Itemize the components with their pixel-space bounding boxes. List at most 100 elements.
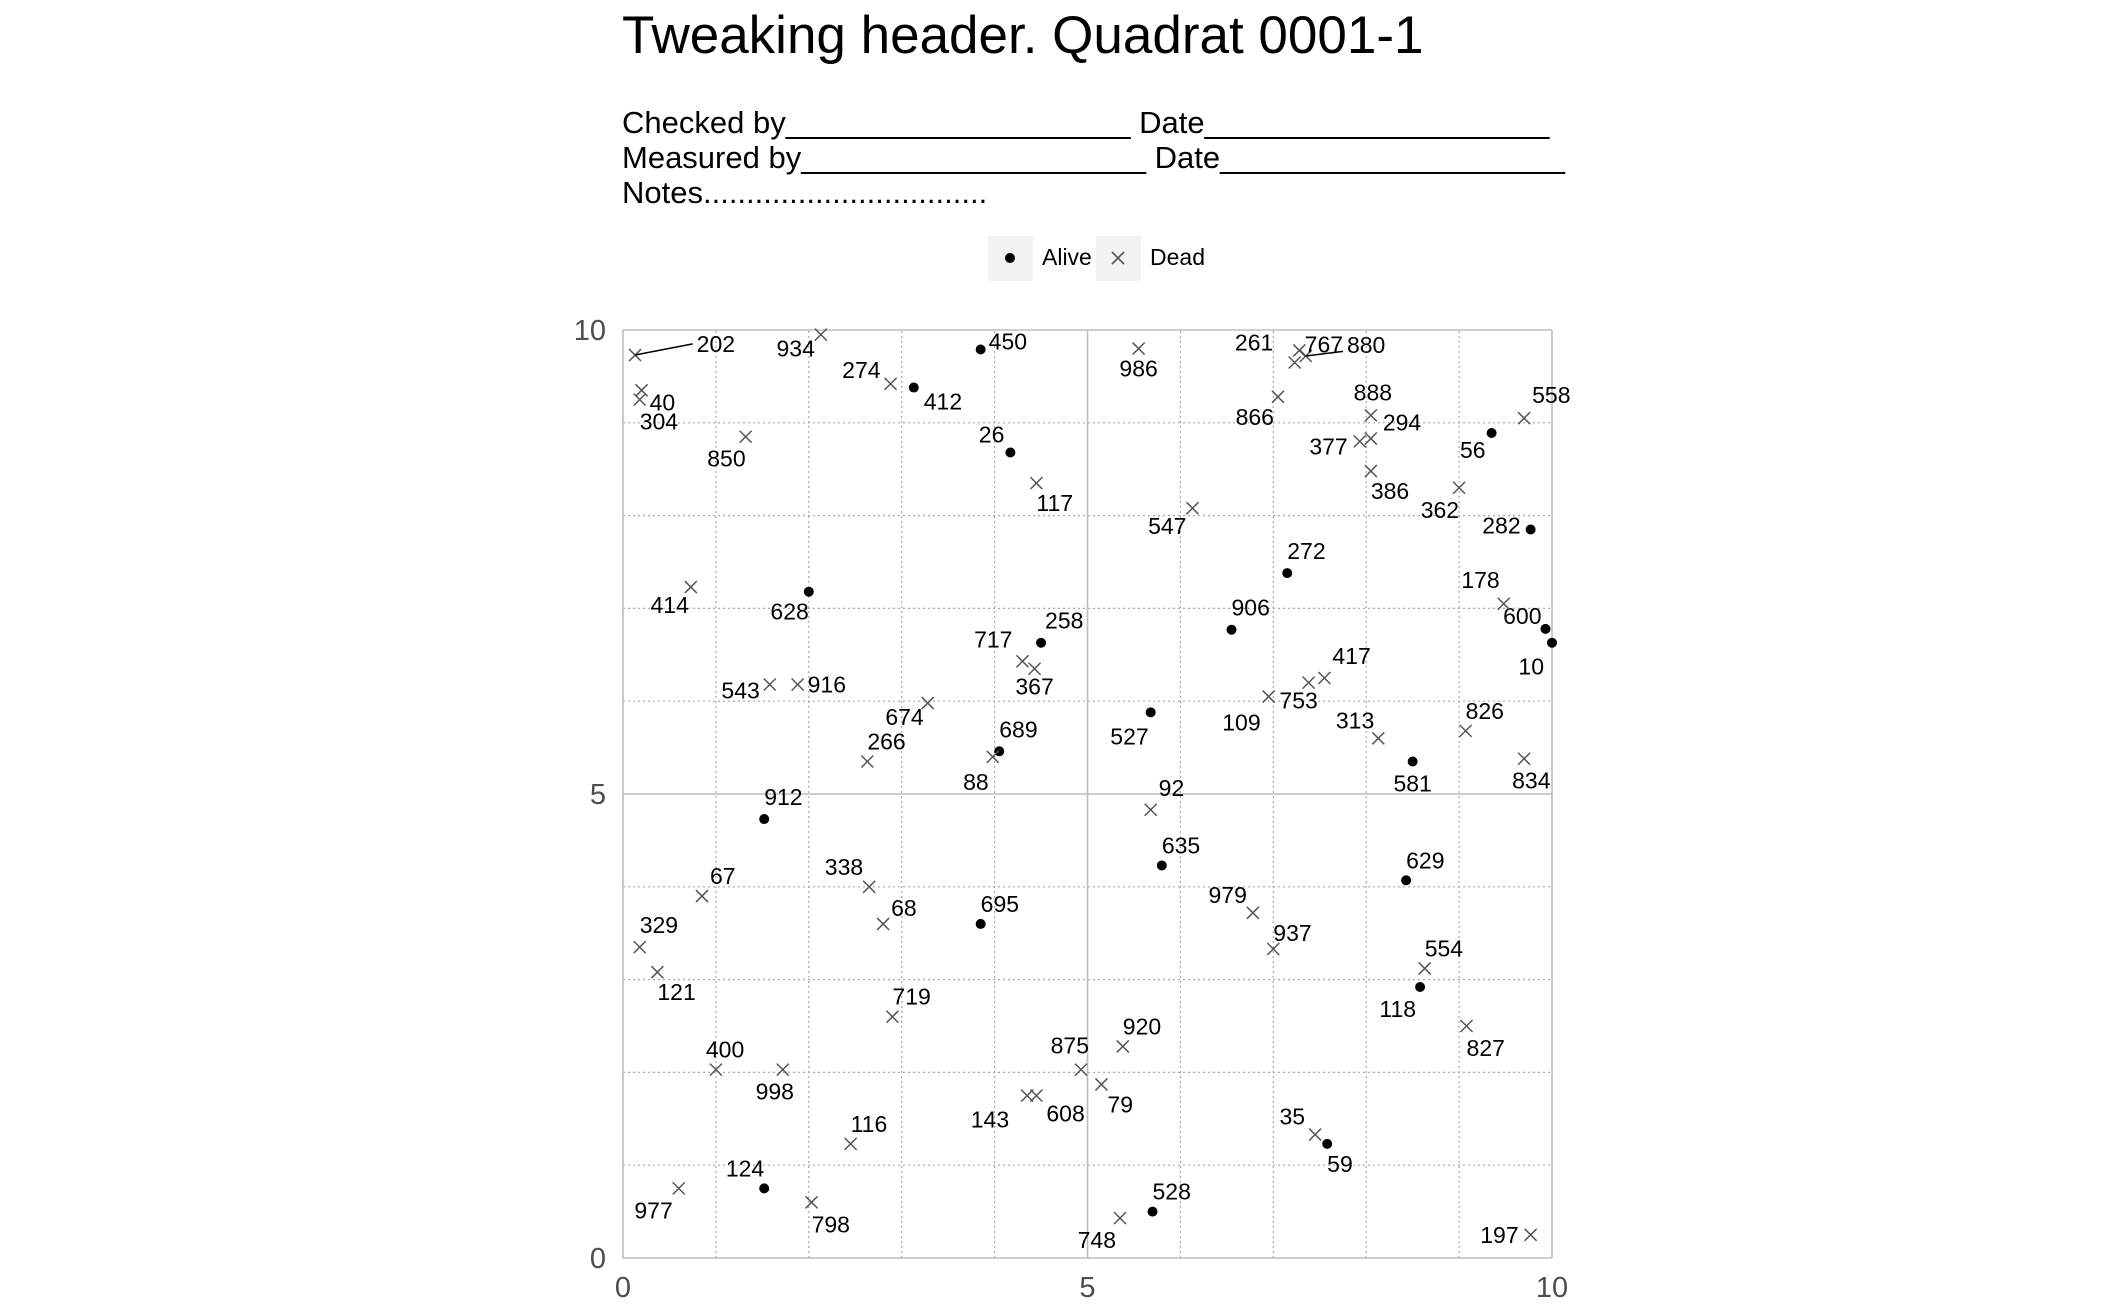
x-tick-label: 5 [1079,1272,1095,1304]
tree-tag-label: 79 [1107,1091,1133,1117]
tree-tag-label: 68 [891,895,917,921]
dead-tree-point [1246,906,1260,920]
tree-tag-label: 629 [1406,847,1444,873]
tree-tag-label: 10 [1518,654,1544,680]
dead-tree-point [862,880,876,894]
tree-tag-label: 56 [1460,437,1486,463]
alive-tree-point [975,344,986,355]
tree-tag-label: 628 [770,599,808,625]
x-tick-label: 10 [1536,1272,1568,1304]
dead-tree-point [1185,501,1200,515]
tree-tag-label: 866 [1236,404,1274,430]
tree-tag-label: 880 [1347,332,1385,358]
alive-tree-point [759,1183,770,1194]
tree-tag-label: 386 [1371,478,1409,504]
alive-tree-point [908,382,919,393]
dead-tree-point [884,377,898,391]
legend-key-dead [1096,236,1141,281]
tree-tag-label: 304 [640,409,679,435]
tree-tag-label: 258 [1045,608,1083,634]
tree-tag-label: 109 [1222,710,1260,736]
dead-tree-point [1497,597,1511,611]
tree-tag-label: 674 [885,704,924,730]
dead-tree-point [921,696,935,710]
dead-tree-point [860,754,874,769]
dead-tree-point [885,1010,899,1024]
tree-tag-label: 412 [924,389,962,415]
tree-tag-label: 767 [1305,331,1343,357]
alive-tree-point [1547,637,1557,648]
dead-tree-point [1364,464,1378,478]
tree-tag-label: 979 [1208,882,1246,908]
tree-tag-label: 608 [1046,1101,1084,1127]
alive-tree-point [1407,756,1418,767]
tree-tag-label: 67 [710,863,736,889]
dead-tree-point [1271,390,1285,404]
dead-tree-point [684,580,698,594]
dead-tree-point [1317,671,1331,685]
tree-tag-label: 400 [706,1037,744,1063]
tree-tag-label: 834 [1512,768,1551,794]
tree-tag-label: 338 [825,854,863,880]
tree-tag-label: 367 [1015,674,1053,700]
tree-tag-label: 26 [979,421,1005,447]
alive-tree-point [1145,707,1156,718]
dead-tree-point [709,1063,723,1077]
dead-tree-point [791,677,805,692]
tree-tag-label: 121 [657,979,695,1005]
dead-tree-point [1524,1228,1538,1242]
alive-tree-point [803,586,814,597]
tree-tag-label: 916 [808,671,846,697]
tree-tag-label: 906 [1231,595,1269,621]
alive-tree-point [1486,428,1497,439]
dead-tree-point [1266,942,1280,956]
tree-tag-label: 600 [1503,603,1541,629]
tree-tag-label: 117 [1036,490,1073,516]
dead-tree-point [814,328,828,342]
alive-tree-point [1415,982,1426,993]
alive-tree-point [975,918,986,929]
tree-tag-label: 986 [1119,356,1157,382]
dead-tree-point [1459,1019,1474,1033]
tree-tag-label: 528 [1153,1179,1191,1205]
tree-tag-label: 417 [1332,643,1370,669]
dead-tree-point [650,965,664,979]
dead-tree-point [672,1181,686,1195]
dead-tree-point [633,393,647,407]
tree-tag-label: 920 [1123,1013,1161,1039]
tree-tag-label: 826 [1466,698,1504,724]
dead-tree-point [1015,654,1030,668]
checked-by-line: Checked by____________________ Date_____… [622,105,1550,140]
tree-tag-label: 92 [1159,775,1185,801]
tree-tag-label: 88 [963,769,989,795]
legend-label-alive: Alive [1042,244,1092,270]
dead-tree-point [1308,1128,1322,1142]
dead-cross-icon [1111,251,1125,265]
alive-tree-point [1525,524,1536,535]
dead-tree-point [1074,1063,1088,1077]
dead-tree-point [633,940,647,954]
tree-tag-label: 143 [971,1107,1009,1133]
tree-tag-label: 689 [999,716,1037,742]
dead-tree-point [876,917,890,931]
tree-tag-label: 124 [726,1155,765,1181]
dead-tree-point [986,750,1000,764]
alive-tree-point [1282,568,1293,579]
tree-tag-label: 282 [1482,513,1520,539]
tree-tag-label: 40 [650,389,676,415]
dead-tree-point [1288,355,1302,370]
label-leader-line [634,343,693,356]
dead-tree-point [1418,961,1432,975]
dead-tree-point [1452,481,1466,495]
dead-tree-point [776,1063,790,1077]
dead-tree-point [1262,690,1276,704]
tree-tag-label: 178 [1461,567,1499,593]
alive-tree-point [1540,623,1551,634]
tree-tag-label: 875 [1051,1033,1089,1059]
tree-tag-label: 719 [892,984,930,1010]
tree-tag-label: 554 [1425,935,1464,961]
page-title: Tweaking header. Quadrat 0001-1 [622,6,1424,65]
dead-tree-point [1371,731,1385,745]
dead-tree-point [1116,1039,1130,1053]
dead-tree-point [1113,1211,1127,1225]
